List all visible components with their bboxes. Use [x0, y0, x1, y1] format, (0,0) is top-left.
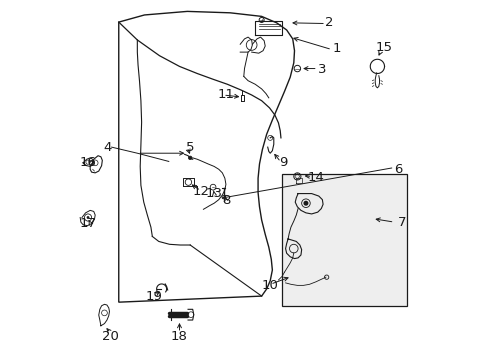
- Text: 3: 3: [318, 63, 326, 76]
- Text: 15: 15: [375, 41, 391, 54]
- Text: 6: 6: [393, 163, 402, 176]
- Circle shape: [188, 156, 192, 159]
- Text: 20: 20: [102, 330, 119, 343]
- FancyBboxPatch shape: [282, 174, 406, 306]
- Text: 1: 1: [332, 42, 340, 55]
- Circle shape: [304, 202, 307, 205]
- Circle shape: [86, 216, 89, 219]
- Text: 14: 14: [307, 171, 324, 184]
- Text: 18: 18: [171, 330, 187, 343]
- Text: 8: 8: [221, 194, 230, 207]
- Text: 7: 7: [397, 216, 405, 229]
- Text: 19: 19: [146, 289, 163, 303]
- Text: 2: 2: [325, 16, 333, 29]
- Text: 4: 4: [103, 141, 112, 154]
- Text: 16: 16: [80, 156, 96, 169]
- Text: 13: 13: [205, 187, 222, 200]
- Text: 17: 17: [80, 217, 96, 230]
- Text: 11: 11: [217, 89, 234, 102]
- Text: 9: 9: [279, 156, 287, 169]
- Text: 12: 12: [192, 185, 209, 198]
- Text: 5: 5: [185, 141, 194, 154]
- Text: 10: 10: [261, 279, 278, 292]
